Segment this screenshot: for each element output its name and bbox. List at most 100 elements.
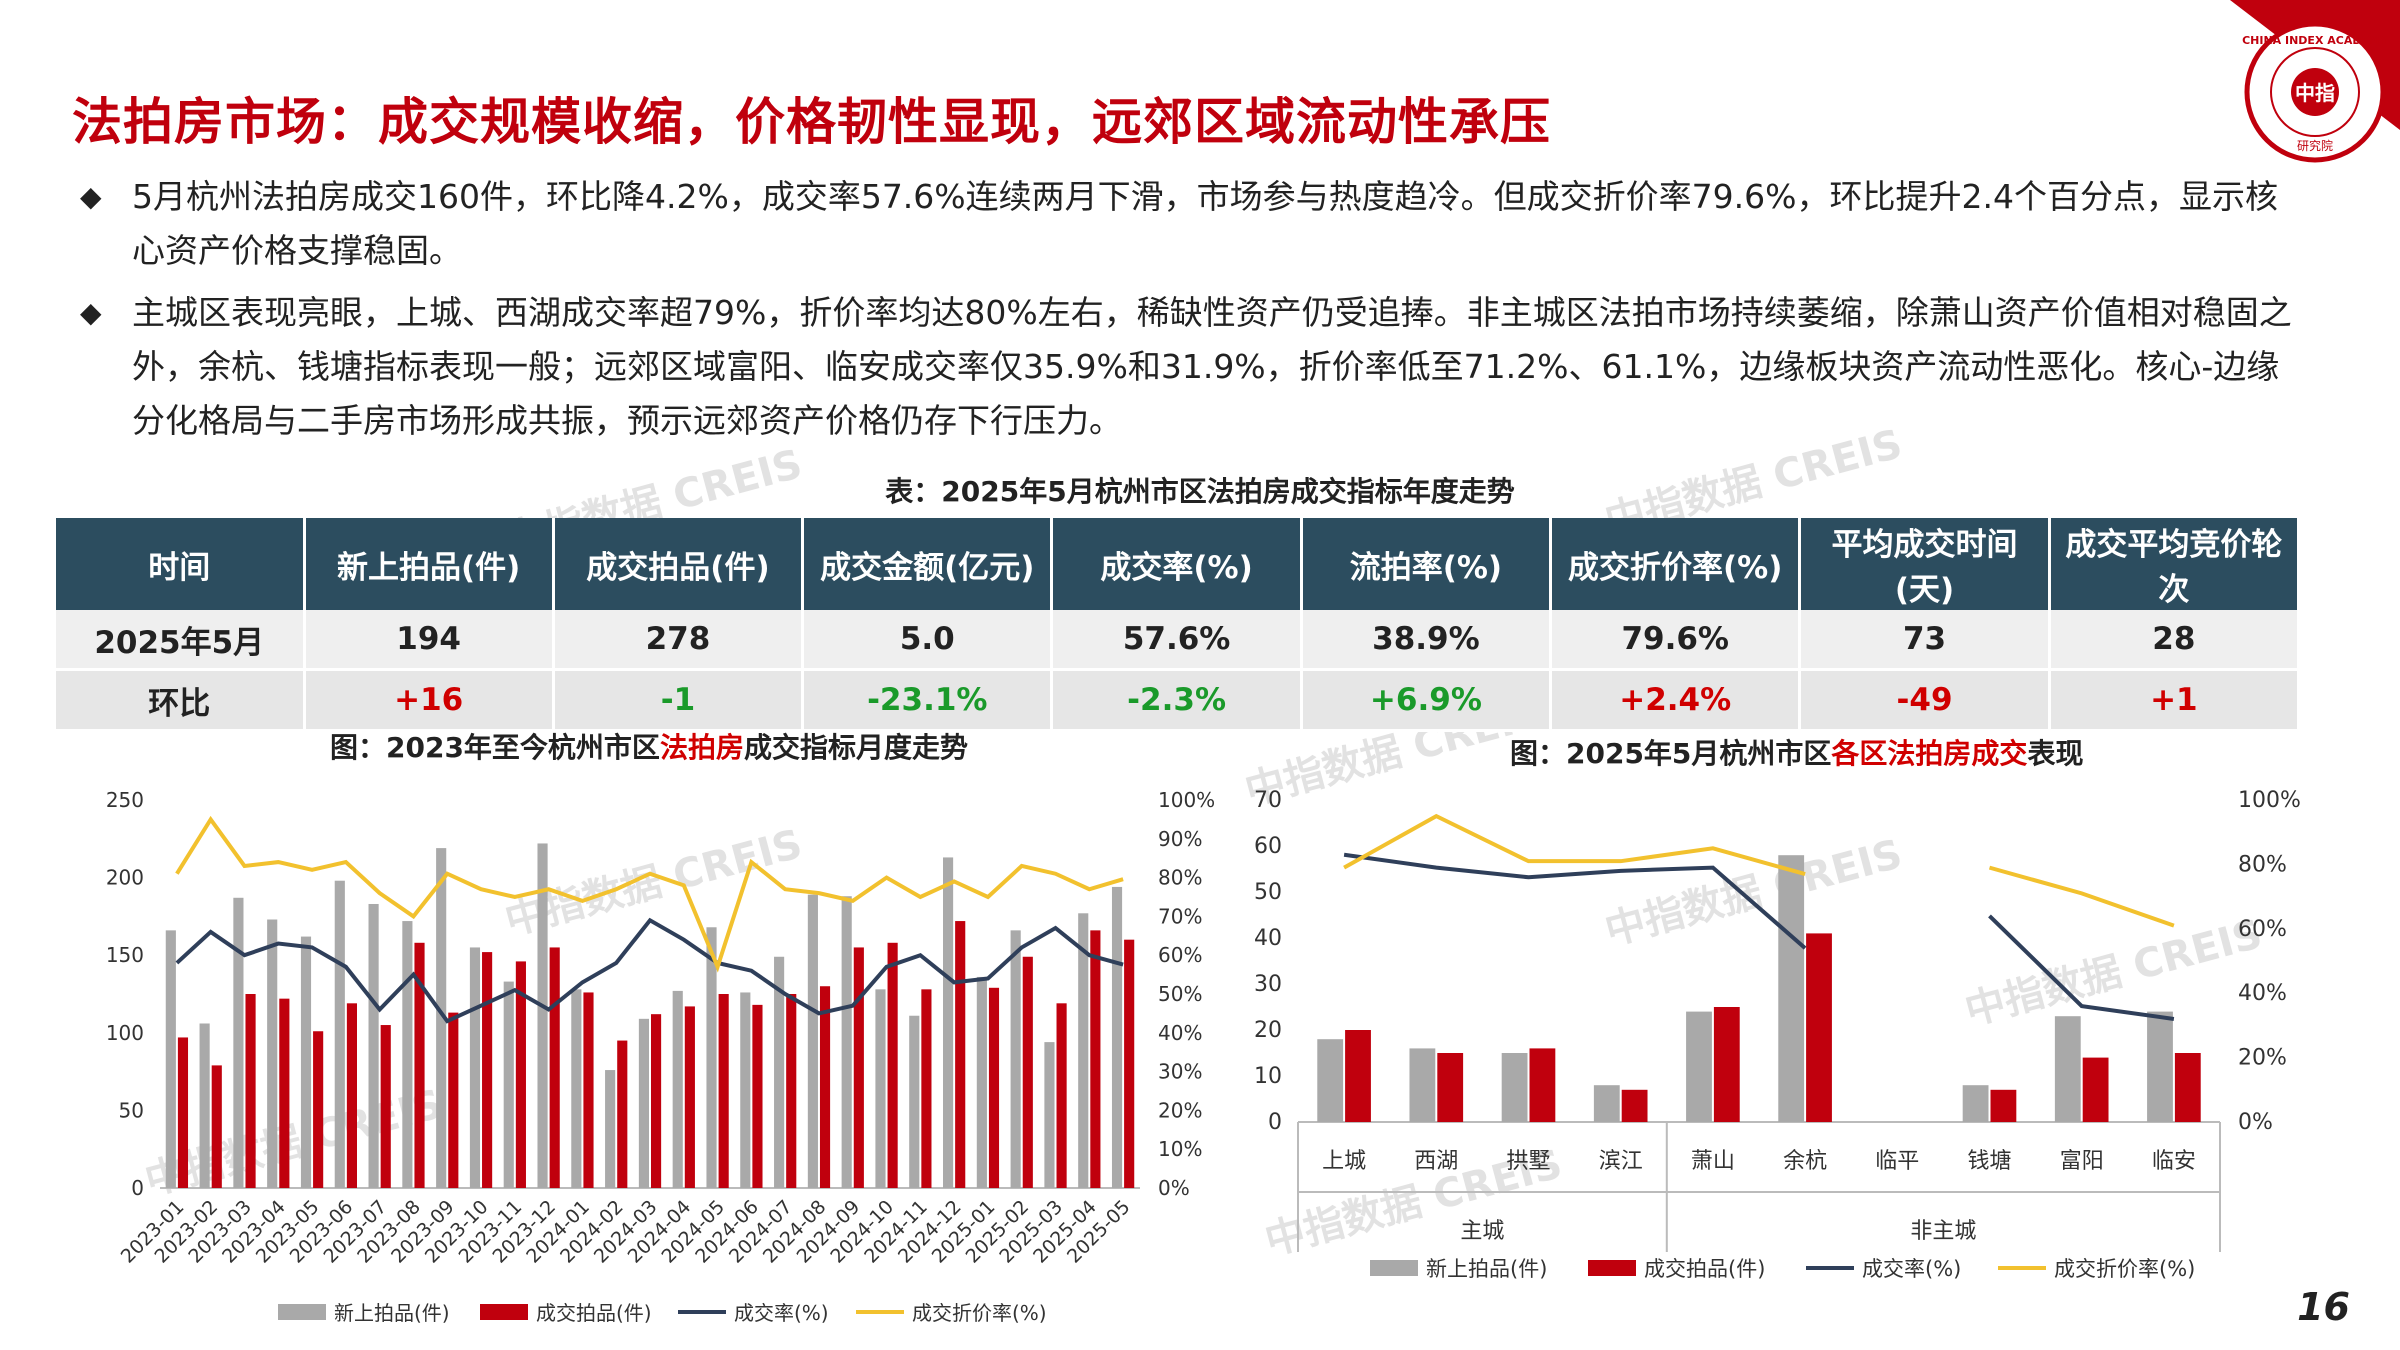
- bar-deals: [752, 1004, 763, 1188]
- bar-new-listings: [402, 921, 413, 1188]
- bar-deals: [2082, 1057, 2109, 1122]
- table-cell: 环比: [56, 669, 306, 732]
- column-header: 成交平均竞价轮次: [2049, 518, 2301, 610]
- bar-deals: [988, 987, 1000, 1188]
- bar-deals: [1529, 1048, 1556, 1122]
- svg-text:中指: 中指: [2295, 81, 2335, 105]
- y-tick-label: 0: [1268, 1110, 1282, 1135]
- bar-new-listings: [334, 880, 345, 1188]
- y-tick-label: 60: [1254, 834, 1282, 859]
- district-chart: 0 10 20 30 40 50 60 70 0% 20% 40% 60% 80% 100% 上城 西湖 拱墅 滨…: [1254, 788, 2301, 1281]
- legend-swatch: [480, 1304, 528, 1320]
- column-header: 成交折价率(%): [1550, 518, 1802, 610]
- bar-new-listings: [368, 903, 379, 1188]
- monthly-trend-chart: 0 50 100 150 200 250 0% 10% 20% 30% 40% 50% 60% 70% 80…: [106, 788, 1215, 1325]
- diamond-bullet-icon: ◆: [80, 296, 102, 329]
- table-cell-change: +2.4%: [1550, 669, 1802, 732]
- y2-tick-label: 20%: [2238, 1046, 2287, 1071]
- academy-logo: 中指 研究院 CHINA INDEX ACADEMY: [2230, 0, 2400, 163]
- bar-deals: [346, 1003, 357, 1188]
- x-tick-label: 富阳: [2060, 1149, 2104, 1174]
- bar-deals: [819, 986, 831, 1188]
- bar-new-listings: [165, 930, 176, 1188]
- bar-new-listings: [199, 1023, 210, 1188]
- svg-text:研究院: 研究院: [2297, 138, 2333, 153]
- y2-tick-label: 80%: [1158, 866, 1202, 890]
- bar-new-listings: [469, 947, 481, 1188]
- bar-deals: [887, 942, 898, 1188]
- table-cell-change: -23.1%: [802, 669, 1054, 732]
- group-label: 非主城: [1910, 1219, 1976, 1244]
- group-label: 主城: [1460, 1219, 1504, 1244]
- bar-deals: [684, 1006, 695, 1188]
- column-header: 时间: [56, 518, 306, 610]
- table-cell-change: -1: [553, 669, 805, 732]
- bar-new-listings: [2147, 1011, 2173, 1122]
- y2-tick-label: 50%: [1158, 982, 1202, 1006]
- table-cell-change: +6.9%: [1301, 669, 1553, 732]
- bar-new-listings: [503, 981, 514, 1188]
- bar-deals: [1022, 956, 1033, 1188]
- y2-tick-label: 100%: [2238, 788, 2301, 813]
- table-cell: 73: [1799, 610, 2051, 671]
- x-tick-label: 拱墅: [1506, 1149, 1550, 1174]
- line-discount-rate: [1988, 865, 2175, 928]
- y2-tick-label: 60%: [2238, 917, 2287, 942]
- table-cell: 79.6%: [1550, 610, 1802, 671]
- diamond-bullet-icon: ◆: [80, 180, 102, 213]
- table-cell: 194: [304, 610, 555, 671]
- bar-deals: [651, 1014, 662, 1188]
- bar-new-listings: [571, 989, 582, 1188]
- y-tick-label: 100: [106, 1021, 144, 1045]
- y2-tick-label: 10%: [1158, 1137, 1202, 1161]
- bar-deals: [515, 961, 526, 1188]
- column-header: 流拍率(%): [1301, 518, 1553, 610]
- bar-new-listings: [1409, 1048, 1436, 1122]
- bar-new-listings: [1044, 1042, 1055, 1188]
- bullet-item: ◆ 5月杭州法拍房成交160件，环比降4.2%，成交率57.6%连续两月下滑，市场…: [80, 170, 2300, 278]
- legend-label: 新上拍品(件): [1426, 1257, 1547, 1281]
- table-title: 表：2025年5月杭州市区法拍房成交指标年度走势: [885, 475, 1515, 508]
- column-header: 新上拍品(件): [304, 518, 555, 610]
- legend-label: 新上拍品(件): [334, 1301, 450, 1325]
- bar-new-listings: [233, 897, 244, 1188]
- line-discount-rate: [1343, 813, 1806, 876]
- bar-deals: [1437, 1053, 1464, 1122]
- bar-new-listings: [1317, 1039, 1344, 1122]
- y-tick-label: 200: [106, 866, 144, 890]
- bullet-list: ◆ 5月杭州法拍房成交160件，环比降4.2%，成交率57.6%连续两月下滑，市场…: [80, 170, 2300, 456]
- table-cell: 38.9%: [1301, 610, 1553, 671]
- table-cell-change: -2.3%: [1051, 669, 1303, 732]
- y-tick-label: 50: [1254, 880, 1282, 905]
- bar-deals: [414, 942, 425, 1188]
- bar-new-listings: [943, 857, 954, 1188]
- bar-deals: [380, 1025, 391, 1188]
- y2-tick-label: 70%: [1158, 904, 1202, 928]
- bar-deals: [1713, 1007, 1740, 1122]
- chart1-title: 图：2023年至今杭州市区法拍房成交指标月度走势: [330, 731, 968, 764]
- y-tick-label: 150: [106, 943, 144, 967]
- column-header: 成交拍品(件): [553, 518, 805, 610]
- bar-deals: [955, 921, 966, 1188]
- y2-tick-label: 0%: [1158, 1176, 1190, 1200]
- bar-deals: [482, 952, 493, 1188]
- y-tick-label: 20: [1254, 1018, 1282, 1043]
- bar-new-listings: [605, 1070, 616, 1188]
- legend-label: 成交率(%): [1862, 1257, 1961, 1281]
- bar-new-listings: [267, 919, 278, 1188]
- table-cell-change: +1: [2049, 669, 2301, 732]
- x-tick-label: 萧山: [1691, 1149, 1735, 1174]
- bar-deals: [617, 1040, 628, 1188]
- y-tick-label: 30: [1254, 972, 1282, 997]
- legend-swatch: [278, 1304, 326, 1320]
- bar-deals: [2174, 1053, 2201, 1122]
- y2-tick-label: 40%: [2238, 981, 2287, 1006]
- y-tick-label: 70: [1254, 788, 1282, 813]
- bar-new-listings: [1010, 930, 1021, 1188]
- table-cell: 278: [553, 610, 805, 671]
- legend-label: 成交折价率(%): [912, 1301, 1047, 1325]
- page-number: 16: [2297, 1285, 2350, 1329]
- bar-deals: [448, 1012, 459, 1188]
- page-title: 法拍房市场：成交规模收缩，价格韧性显现，远郊区域流动性承压: [72, 93, 1551, 151]
- bar-deals: [1124, 939, 1135, 1188]
